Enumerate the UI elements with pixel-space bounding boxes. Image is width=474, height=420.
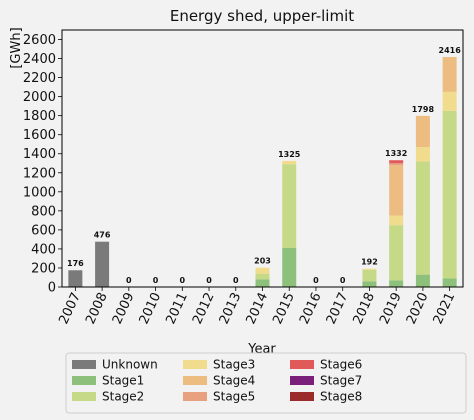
legend-swatch-stage5 <box>183 392 207 401</box>
y-tick-label: 2400 <box>23 52 56 67</box>
y-tick-label: 2600 <box>23 33 56 48</box>
total-data-label: 0 <box>180 276 186 285</box>
y-tick-label: 0 <box>48 281 56 296</box>
legend-label-stage1: Stage1 <box>102 374 144 388</box>
bar-segment-stage2 <box>442 110 457 279</box>
bar-segment-stage3 <box>415 147 430 162</box>
bar-segment-stage1 <box>442 278 457 287</box>
legend-label-stage2: Stage2 <box>102 390 144 404</box>
total-data-label: 1798 <box>412 105 435 114</box>
plot-area: 0 200 400 600 800 1000 1200 1400 1600 1800 2000 220… <box>23 29 464 327</box>
total-data-label: 203 <box>254 257 271 266</box>
legend-label-unknown: Unknown <box>102 358 158 372</box>
total-data-label: 0 <box>206 276 212 285</box>
y-tick-label: 2200 <box>23 71 56 86</box>
legend-swatch-unknown <box>72 360 96 369</box>
legend-swatch-stage2 <box>72 392 96 401</box>
bar-segment-stage4 <box>389 165 404 216</box>
y-tick-label: 200 <box>31 261 56 276</box>
total-data-label: 0 <box>340 276 346 285</box>
y-tick-label: 800 <box>31 204 56 219</box>
bar-segment-stage2 <box>389 225 404 281</box>
bar-segment-stage3 <box>389 215 404 226</box>
bar-segment-stage3 <box>282 160 297 165</box>
legend-swatch-stage4 <box>183 376 207 385</box>
bar-segment-stage3 <box>442 91 457 111</box>
y-tick-label: 1400 <box>23 147 56 162</box>
plot-frame <box>61 29 464 288</box>
legend-swatch-stage3 <box>183 360 207 369</box>
total-data-label: 192 <box>361 258 378 267</box>
y-tick-label: 600 <box>31 223 56 238</box>
bar-segment-unknown <box>68 270 83 287</box>
legend: Unknown Stage1 Stage2 Stage3 Stage4 Stage5 Sta… <box>65 352 467 414</box>
bar-segment-stage1 <box>389 280 404 287</box>
total-data-label: 2416 <box>439 46 462 55</box>
total-data-label: 1325 <box>278 150 301 159</box>
legend-label-stage4: Stage4 <box>213 374 255 388</box>
bar-segment-stage2 <box>415 161 430 275</box>
y-tick-label: 1000 <box>23 185 56 200</box>
total-data-label: 0 <box>313 276 319 285</box>
y-tick-label: 1800 <box>23 109 56 124</box>
y-axis-label: [GWh] <box>9 27 24 68</box>
chart-title: Energy shed, upper-limit <box>170 7 354 25</box>
bar-segment-stage1 <box>282 247 297 287</box>
y-tick-label: 400 <box>31 242 56 257</box>
legend-label-stage3: Stage3 <box>213 358 255 372</box>
y-tick-label: 1600 <box>23 128 56 143</box>
legend-swatch-stage6 <box>290 360 314 369</box>
total-data-label: 176 <box>67 259 84 268</box>
bar-segment-stage5 <box>389 163 404 166</box>
bar-segment-stage4 <box>415 115 430 148</box>
bar-segment-stage1 <box>362 281 377 287</box>
y-tick-label: 1200 <box>23 166 56 181</box>
legend-swatch-stage8 <box>290 392 314 401</box>
total-data-label: 1332 <box>385 149 407 158</box>
total-data-label: 0 <box>153 276 159 285</box>
bar-segment-stage3 <box>362 268 377 270</box>
bar-segment-stage1 <box>255 279 270 287</box>
legend-swatch-stage1 <box>72 376 96 385</box>
legend-box <box>65 352 467 414</box>
bar-segment-stage4 <box>442 57 457 92</box>
bar-segment-stage2 <box>255 273 270 280</box>
total-data-label: 0 <box>126 276 132 285</box>
bar-segment-stage1 <box>415 274 430 287</box>
legend-label-stage8: Stage8 <box>320 390 362 404</box>
legend-label-stage6: Stage6 <box>320 358 362 372</box>
bar-segment-stage2 <box>282 164 297 248</box>
total-data-label: 0 <box>233 276 239 285</box>
legend-label-stage7: Stage7 <box>320 374 362 388</box>
bar-segment-stage2 <box>362 269 377 282</box>
legend-label-stage5: Stage5 <box>213 390 255 404</box>
y-tick-label: 2000 <box>23 90 56 105</box>
total-data-label: 476 <box>94 231 111 240</box>
bar-segment-stage6 <box>389 160 404 164</box>
bar-segment-unknown <box>95 241 110 287</box>
legend-swatch-stage7 <box>290 376 314 385</box>
bar-segment-stage3 <box>255 267 270 274</box>
